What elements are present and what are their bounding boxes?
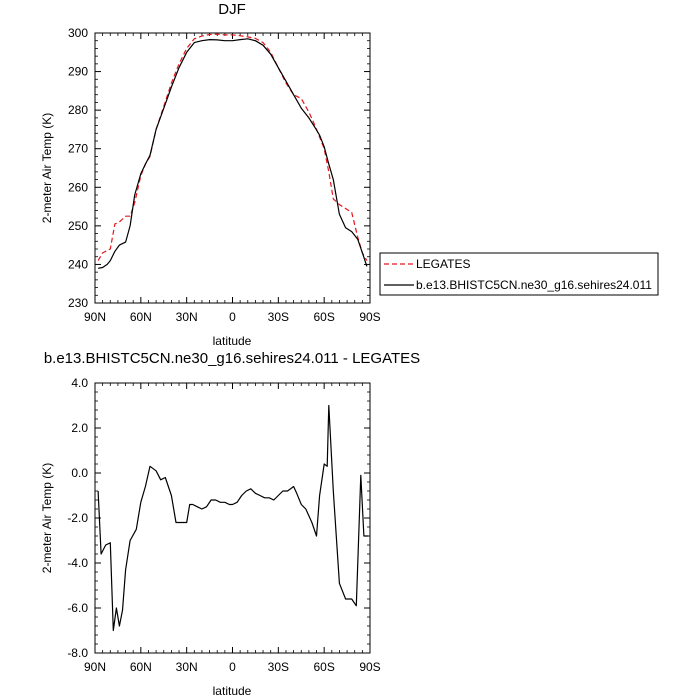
bottom-y-axis-label: 2-meter Air Temp (K) xyxy=(40,463,54,573)
x-tick-label: 60N xyxy=(130,310,152,324)
y-tick-label: 260 xyxy=(68,180,88,194)
y-tick-label: 2.0 xyxy=(71,421,88,435)
y-tick-label: 230 xyxy=(68,296,88,310)
y-tick-label: -2.0 xyxy=(67,511,88,525)
top-series-line-1 xyxy=(97,38,368,269)
top-y-tick-labels: 230 240 250 260 270 280 290 300 xyxy=(68,26,370,310)
y-tick-label: 290 xyxy=(68,65,88,79)
x-tick-label: 90N xyxy=(84,660,106,674)
legend: LEGATES b.e13.BHISTC5CN.ne30_g16.sehires… xyxy=(379,252,659,296)
y-tick-label: 0.0 xyxy=(71,466,88,480)
bottom-y-tick-labels: -8.0 -6.0 -4.0 -2.0 0.0 2.0 4.0 xyxy=(67,376,370,660)
top-series-line-0 xyxy=(97,33,368,261)
bottom-chart-title: b.e13.BHISTC5CN.ne30_g16.sehires24.011 -… xyxy=(44,350,420,367)
x-tick-label: 60N xyxy=(130,660,152,674)
y-tick-label: -6.0 xyxy=(67,601,88,615)
x-tick-label: 60S xyxy=(313,310,334,324)
y-tick-label: 300 xyxy=(68,26,88,40)
y-tick-label: -8.0 xyxy=(67,646,88,660)
top-plot-frame xyxy=(94,32,371,304)
x-tick-label: 90S xyxy=(359,310,380,324)
legend-label-legates: LEGATES xyxy=(416,257,470,271)
top-x-axis-label: latitude xyxy=(213,334,252,348)
y-tick-label: 240 xyxy=(68,257,88,271)
legend-box xyxy=(379,252,659,296)
x-tick-label: 30S xyxy=(268,660,289,674)
top-series-lines xyxy=(97,33,368,269)
x-tick-label: 60S xyxy=(313,660,334,674)
top-y-axis-label: 2-meter Air Temp (K) xyxy=(40,113,54,223)
x-tick-label: 30N xyxy=(176,310,198,324)
top-chart-title: DJF xyxy=(218,1,246,18)
y-tick-label: 270 xyxy=(68,142,88,156)
y-tick-label: 4.0 xyxy=(71,376,88,390)
difference-panel: b.e13.BHISTC5CN.ne30_g16.sehires24.011 -… xyxy=(40,350,420,698)
y-tick-label: -4.0 xyxy=(67,556,88,570)
bottom-x-axis-label: latitude xyxy=(213,684,252,698)
x-tick-label: 90S xyxy=(359,660,380,674)
y-tick-label: 280 xyxy=(68,103,88,117)
x-tick-label: 0 xyxy=(229,310,236,324)
top-x-tick-labels: 90N 60N 30N 0 30S 60S 90S xyxy=(84,33,381,324)
bottom-x-tick-labels: 90N 60N 30N 0 30S 60S 90S xyxy=(84,383,381,674)
x-tick-label: 30N xyxy=(176,660,198,674)
x-tick-label: 30S xyxy=(268,310,289,324)
bottom-series-lines xyxy=(97,404,369,632)
bottom-series-line-0 xyxy=(97,404,369,632)
x-tick-label: 90N xyxy=(84,310,106,324)
legend-label-model: b.e13.BHISTC5CN.ne30_g16.sehires24.011 xyxy=(416,278,652,292)
y-tick-label: 250 xyxy=(68,219,88,233)
x-tick-label: 0 xyxy=(229,660,236,674)
temperature-panel: DJF 230 240 250 260 270 280 290 300 90N 60N 30N 0 3… xyxy=(40,1,381,348)
